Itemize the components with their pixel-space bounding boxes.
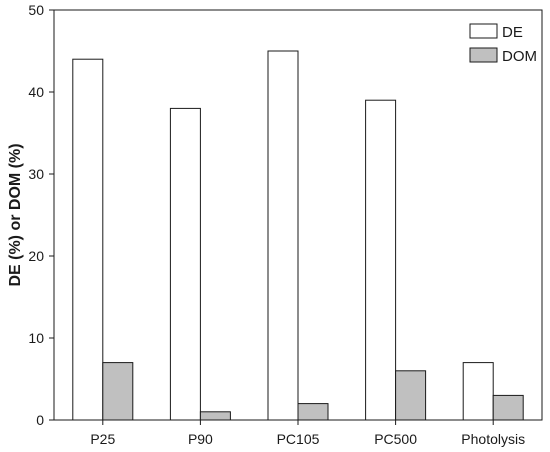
bar-dom-p25: [102, 362, 134, 421]
legend: DE DOM: [469, 23, 537, 65]
legend-label-de: DE: [502, 24, 523, 41]
bar-de-photolysis: [462, 362, 494, 421]
x-tick-label: P25: [90, 431, 115, 447]
y-axis: 0 10 20 30 40 50: [28, 2, 54, 428]
bars-layer: [72, 50, 524, 421]
y-tick-label: 30: [28, 166, 44, 182]
x-axis: P25 P90 PC105 PC500 Photolysis: [90, 420, 525, 447]
bar-dom-photolysis: [492, 394, 524, 421]
bar-dom-pc500: [395, 370, 427, 421]
y-tick-label: 0: [36, 412, 44, 428]
bar-dom-p90: [199, 411, 231, 421]
bar-de-pc105: [267, 50, 299, 421]
bar-de-p25: [72, 58, 104, 421]
x-tick-label: PC105: [277, 431, 320, 447]
x-tick-label: Photolysis: [461, 431, 525, 447]
x-tick-label: PC500: [374, 431, 417, 447]
bar-de-p90: [169, 107, 201, 421]
y-axis-title: DE (%) or DOM (%): [7, 143, 24, 286]
y-tick-label: 10: [28, 330, 44, 346]
y-tick-label: 40: [28, 84, 44, 100]
y-tick-label: 20: [28, 248, 44, 264]
bar-de-pc500: [365, 99, 397, 421]
x-tick-label: P90: [188, 431, 213, 447]
bar-dom-pc105: [297, 403, 329, 421]
legend-label-dom: DOM: [502, 48, 537, 65]
legend-swatch-de: [469, 23, 498, 39]
y-tick-label: 50: [28, 2, 44, 18]
legend-swatch-dom: [469, 47, 498, 63]
